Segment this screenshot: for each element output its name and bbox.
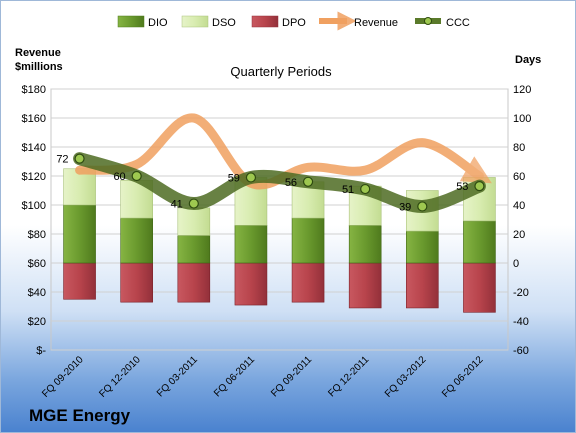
- right-tick-label: 120: [513, 84, 531, 96]
- right-tick-label: 40: [513, 200, 525, 212]
- ccc-point: [188, 198, 199, 209]
- ccc-data-label: 72: [56, 154, 68, 166]
- ccc-point: [245, 172, 257, 183]
- category-label: FQ 06-2012: [440, 354, 486, 400]
- ccc-data-label: 53: [456, 181, 468, 193]
- bar-dio: [63, 204, 96, 264]
- ccc-data-label: 59: [228, 172, 240, 184]
- ccc-line: [73, 152, 486, 213]
- legend-swatch-dpo: [251, 15, 279, 28]
- category-label: FQ 03-2011: [155, 354, 200, 399]
- bar-dio: [120, 217, 153, 264]
- legend-label-revenue: Revenue: [354, 17, 398, 29]
- left-tick-label: $140: [22, 142, 46, 154]
- ccc-point: [417, 201, 428, 212]
- bar-dio: [406, 230, 439, 264]
- bar-dio: [291, 217, 325, 264]
- right-axis-ticks: -60 -40 -20 0 20 40 60 80 100 120: [513, 84, 531, 357]
- ccc-data-label: 56: [285, 177, 297, 189]
- bar-dpo: [177, 262, 211, 303]
- right-tick-label: 80: [513, 142, 525, 154]
- left-tick-label: $100: [22, 200, 46, 212]
- left-tick-label: $20: [28, 316, 46, 328]
- legend-label-dpo: DPO: [282, 17, 306, 29]
- bar-dio: [348, 225, 382, 264]
- bar-dpo: [348, 262, 382, 309]
- legend-marker-ccc: [424, 17, 432, 25]
- left-tick-label: $160: [22, 113, 46, 125]
- bar-dpo: [120, 262, 153, 303]
- ccc-point: [474, 181, 485, 192]
- category-label: FQ 12-2011: [326, 354, 371, 399]
- right-tick-label: 20: [513, 229, 525, 241]
- bar-dpo: [463, 262, 496, 313]
- right-tick-label: -20: [513, 287, 529, 299]
- y-right-title: Days: [515, 54, 541, 66]
- y-left-title-line2: $millions: [15, 61, 63, 73]
- ccc-point: [131, 170, 142, 182]
- left-tick-label: $180: [22, 84, 46, 96]
- category-label: FQ 09-2011: [269, 354, 314, 399]
- bar-dio: [463, 220, 496, 264]
- legend-swatch-dso: [181, 15, 209, 28]
- legend: DIO DSO DPO Revenue CCC: [117, 11, 470, 31]
- ccc-point: [302, 176, 314, 187]
- ccc-data-label: 39: [399, 201, 411, 213]
- legend-label-dso: DSO: [212, 17, 236, 29]
- ccc-point: [360, 183, 371, 195]
- category-label: FQ 06-2011: [212, 354, 257, 399]
- bars: [63, 168, 496, 313]
- right-tick-label: 60: [513, 171, 525, 183]
- bar-dso: [63, 168, 96, 206]
- left-tick-label: $120: [22, 171, 46, 183]
- left-tick-label: $-: [36, 345, 46, 357]
- right-tick-label: 0: [513, 258, 519, 270]
- right-tick-label: -40: [513, 316, 529, 328]
- ccc-data-label: 51: [342, 184, 354, 196]
- category-labels: FQ 09-2010 FQ 12-2010 FQ 03-2011 FQ 06-2011…: [40, 354, 486, 400]
- bar-dpo: [406, 262, 439, 309]
- ccc-point: [74, 153, 85, 164]
- legend-swatch-dio: [117, 15, 145, 28]
- bar-dio: [177, 235, 211, 264]
- bar-dpo: [63, 262, 96, 300]
- bar-dio: [234, 225, 268, 264]
- right-tick-label: -60: [513, 345, 529, 357]
- chart-title: Quarterly Periods: [230, 64, 332, 79]
- right-tick-label: 100: [513, 113, 531, 125]
- category-label: FQ 12-2010: [97, 354, 143, 400]
- y-left-title-line1: Revenue: [15, 47, 61, 59]
- left-tick-label: $40: [28, 287, 46, 299]
- gridlines: [51, 88, 508, 351]
- ccc-data-label: 60: [113, 171, 125, 183]
- left-tick-label: $60: [28, 258, 46, 270]
- bar-dpo: [291, 262, 325, 303]
- category-label: FQ 03-2012: [383, 354, 429, 400]
- legend-label-dio: DIO: [148, 17, 168, 29]
- bar-dpo: [234, 262, 268, 306]
- ccc-data-label: 41: [171, 199, 183, 211]
- legend-label-ccc: CCC: [446, 17, 470, 29]
- plot-area: [50, 88, 509, 351]
- lines: 72 60 41 59 56 51 39 53: [56, 113, 492, 213]
- company-name: MGE Energy: [29, 406, 131, 425]
- category-label: FQ 09-2010: [40, 354, 86, 400]
- left-tick-label: $80: [28, 229, 46, 241]
- bar-dso: [177, 207, 211, 236]
- left-axis-ticks: $- $20 $40 $60 $80 $100 $120 $140 $160 $180: [22, 84, 47, 357]
